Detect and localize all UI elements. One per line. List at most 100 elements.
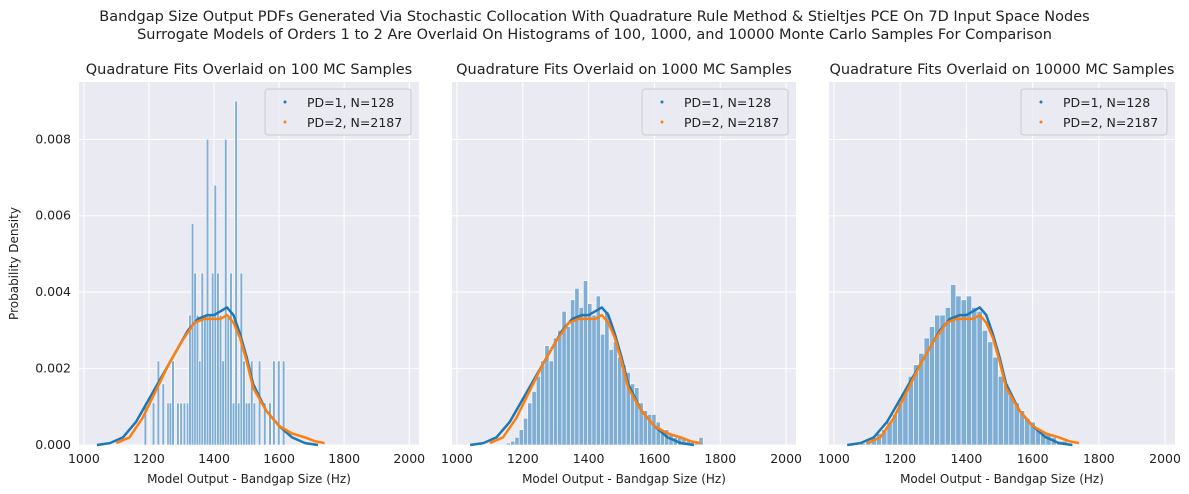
histogram-bar [608,349,614,446]
series-curve-pd2 [489,313,701,445]
x-tick-label: 1600 [1017,451,1049,466]
histogram-bar [211,272,215,446]
x-tick-label: 1000 [441,451,473,466]
histogram-bar [218,314,223,446]
legend-label: PD=1, N=128 [307,95,394,110]
histogram-bar [282,360,286,446]
histogram-bar [531,391,537,446]
x-tick-label: 1000 [818,451,850,466]
histogram-bar [548,360,554,446]
histogram-bar [987,341,994,446]
histogram-bar [617,356,623,446]
histogram-bar [950,284,957,446]
x-tick-label: 1600 [639,451,671,466]
plot-area [79,82,419,445]
histogram-bar [188,314,192,446]
histogram-bar [557,330,563,446]
histogram-bar [224,139,228,446]
x-tick-label: 1000 [68,451,100,466]
histogram-bar [971,307,978,446]
chart-panel-1 [79,82,419,447]
x-tick-label: 1400 [951,451,983,466]
panel-title: Quadrature Fits Overlaid on 1000 MC Samp… [456,62,792,78]
x-tick-label: 2000 [1149,451,1181,466]
x-tick-label: 2000 [770,451,802,466]
histogram-bar [198,360,202,446]
x-tick-label: 1400 [198,451,230,466]
histogram-bar [510,440,516,446]
histogram-bar [604,310,610,446]
histogram-bar [252,402,256,446]
histogram-bar [182,402,187,446]
histogram-bar [578,307,584,446]
histogram-bar [171,360,175,446]
y-tick-label: 0.002 [35,361,71,376]
histogram-bar [540,360,546,446]
histogram-bar [565,326,571,446]
histogram-bar [944,307,951,446]
histogram-bar [535,375,541,446]
legend-box [264,88,412,136]
x-tick-label: 1400 [573,451,605,466]
series-curve-pd2 [866,313,1080,445]
x-tick-label: 1200 [507,451,539,466]
histogram-bar [613,341,618,446]
y-tick-label: 0.008 [35,131,71,146]
histogram-bar [247,402,251,446]
histogram-bar [176,402,180,446]
histogram-bar [205,139,210,446]
histogram-bar [231,402,236,446]
figure-suptitle-line1: Bandgap Size Output PDFs Generated Via S… [99,9,1090,25]
x-tick-label: 1800 [328,451,360,466]
legend-marker-pd1 [283,100,287,104]
histogram-bar [976,310,983,446]
x-tick-label: 2000 [393,451,425,466]
histogram-bar [1008,395,1015,446]
histogram-bar [587,303,593,446]
panel-title: Quadrature Fits Overlaid on 100 MC Sampl… [86,62,413,78]
legend-label: PD=1, N=128 [684,95,771,110]
legend-label: PD=2, N=2187 [1063,115,1158,130]
histogram-bar [523,417,529,446]
histogram-bar [655,421,661,446]
histogram-bar [229,272,233,446]
y-tick-label: 0.000 [35,437,71,452]
histogram-bar [651,414,657,446]
legend-marker-pd2 [1039,120,1043,124]
histogram-bar [268,402,272,446]
chart-panel-2 [452,82,796,447]
y-axis-label: Probability Density [7,207,21,320]
histogram-bar [161,383,165,446]
y-tick-label: 0.004 [35,284,71,299]
legend-marker-pd1 [660,100,664,104]
histogram-bar [981,330,988,446]
histogram-bar [277,360,281,446]
histogram-bar [574,288,580,446]
histogram-bar [242,360,246,446]
histogram-bar [190,223,195,446]
histogram-bar [263,402,267,446]
legend-box [641,88,789,136]
histogram-bar [698,437,704,446]
legend-label: PD=1, N=128 [1063,95,1150,110]
histogram-bar [527,402,533,446]
histogram-bar [600,333,606,446]
histogram-bar [272,360,276,446]
histogram-bar [168,402,173,446]
legend-marker-pd2 [283,120,287,124]
histogram-bar [506,442,511,446]
histogram-bar [514,437,520,446]
legend-marker-pd2 [660,120,664,124]
figure-suptitle-line2: Surrogate Models of Orders 1 to 2 Are Ov… [137,27,1052,43]
histogram-bar [179,402,183,446]
histogram-bar [244,402,249,446]
legend-label: PD=2, N=2187 [684,115,779,130]
histogram-bar [208,314,212,446]
panel-title: Quadrature Fits Overlaid on 10000 MC Sam… [830,62,1175,78]
histogram-bar [239,272,243,446]
histogram-bar [203,314,207,446]
y-tick-label: 0.006 [35,208,71,223]
chart-panel-3 [829,82,1175,447]
histogram-bar [151,402,156,446]
histogram-bar [156,360,160,446]
